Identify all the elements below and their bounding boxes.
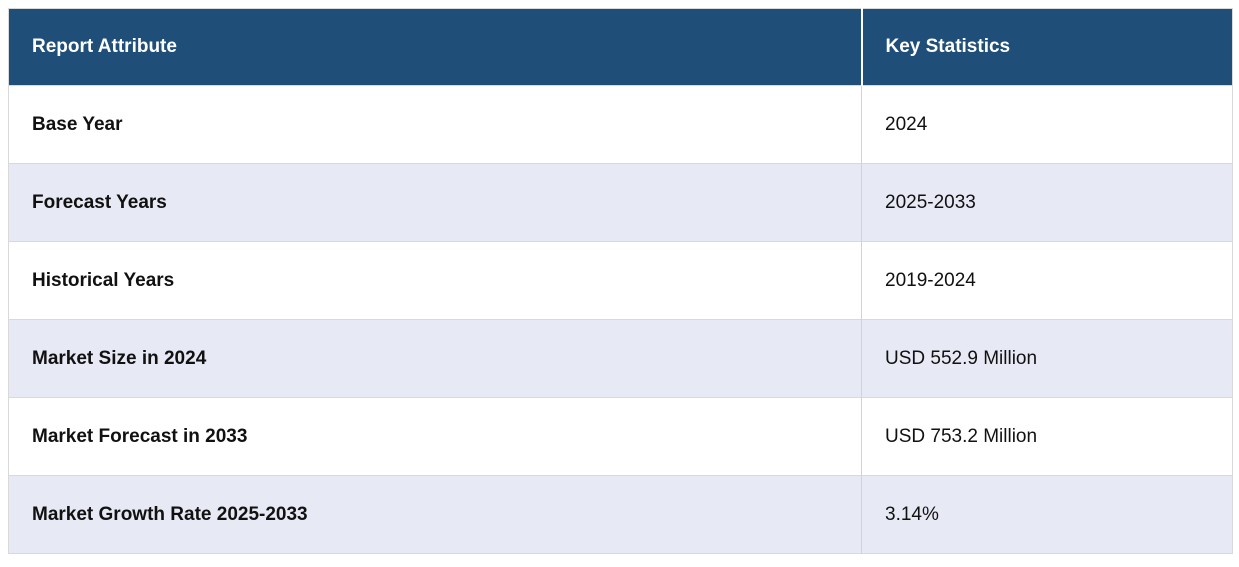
attribute-cell: Market Growth Rate 2025-2033 [8, 475, 862, 554]
value-cell: 3.14% [861, 475, 1233, 554]
value-cell: USD 552.9 Million [861, 319, 1233, 398]
table-header: Report Attribute Key Statistics [8, 8, 1233, 86]
value-cell: 2019-2024 [861, 241, 1233, 320]
value-cell: USD 753.2 Million [861, 397, 1233, 476]
value-cell: 2024 [861, 85, 1233, 164]
table-row: Historical Years 2019-2024 [8, 241, 1233, 320]
attribute-cell: Historical Years [8, 241, 862, 320]
attribute-cell: Forecast Years [8, 163, 862, 242]
table-row: Market Growth Rate 2025-2033 3.14% [8, 475, 1233, 554]
value-cell: 2025-2033 [861, 163, 1233, 242]
column-header-key-statistics: Key Statistics [861, 8, 1233, 86]
attribute-cell: Base Year [8, 85, 862, 164]
table-row: Market Size in 2024 USD 552.9 Million [8, 319, 1233, 398]
attribute-cell: Market Forecast in 2033 [8, 397, 862, 476]
report-statistics-table: Report Attribute Key Statistics Base Yea… [8, 8, 1233, 554]
attribute-cell: Market Size in 2024 [8, 319, 862, 398]
table-row: Market Forecast in 2033 USD 753.2 Millio… [8, 397, 1233, 476]
table-row: Base Year 2024 [8, 85, 1233, 164]
column-header-report-attribute: Report Attribute [8, 8, 863, 86]
table-row: Forecast Years 2025-2033 [8, 163, 1233, 242]
table-body: Base Year 2024 Forecast Years 2025-2033 … [8, 85, 1233, 554]
header-row: Report Attribute Key Statistics [8, 8, 1233, 86]
